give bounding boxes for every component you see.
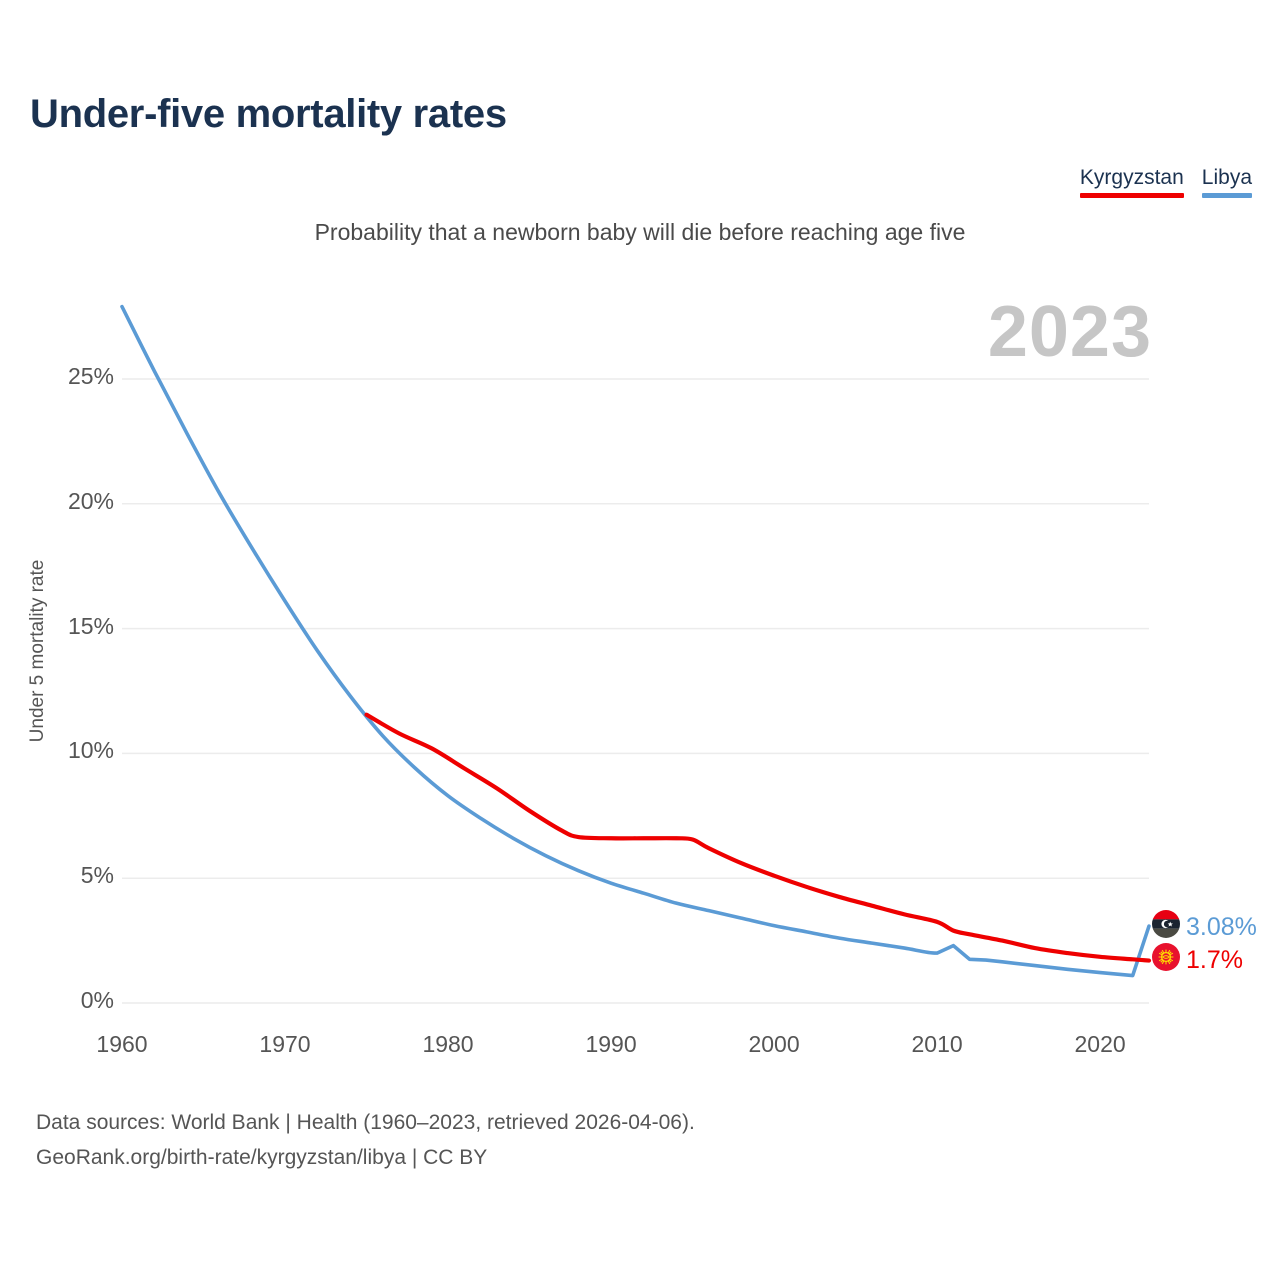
y-axis-tick-label: 15%: [67, 612, 114, 639]
x-axis-tick-label: 1960: [96, 1031, 148, 1057]
legend-label-kyrgyzstan: Kyrgyzstan: [1079, 166, 1184, 189]
series-line-libya: [120, 304, 1151, 978]
legend-color-swatch-kyrgyzstan: [1079, 193, 1184, 198]
end-label-libya: 3.08%: [1186, 913, 1257, 941]
footer: Data sources: World Bank | Health (1960–…: [36, 1105, 695, 1175]
series-line-kyrgyzstan: [364, 712, 1152, 963]
x-axis-tick-label: 1980: [422, 1031, 474, 1057]
x-axis-tick-label: 2020: [1074, 1031, 1126, 1057]
x-axis-tick-label: 2010: [911, 1031, 963, 1057]
footer-line-sources: Data sources: World Bank | Health (1960–…: [36, 1111, 695, 1134]
y-axis-tick-label: 20%: [67, 487, 114, 514]
y-axis-tick-label: 25%: [67, 363, 114, 389]
legend-label-libya: Libya: [1201, 166, 1252, 189]
legend-color-swatch-libya: [1201, 193, 1252, 198]
y-axis-tick-label: 5%: [80, 862, 114, 889]
libya-flag-icon: [1152, 910, 1180, 938]
legend-item-libya[interactable]: Libya: [1201, 166, 1252, 198]
year-watermark: 2023: [987, 292, 1152, 372]
x-axis-tick-label: 2000: [748, 1031, 800, 1057]
y-axis-tick-label: 0%: [80, 987, 114, 1013]
chart-legend: Kyrgyzstan Libya: [1079, 166, 1252, 198]
kyrgyzstan-flag-icon: [1152, 943, 1180, 971]
chart-series: [120, 304, 1152, 978]
chart-subtitle: Probability that a newborn baby will die…: [314, 219, 966, 245]
y-axis-tick-label: 10%: [67, 737, 114, 764]
x-axis-tick-label: 1970: [259, 1031, 311, 1057]
legend-item-kyrgyzstan[interactable]: Kyrgyzstan: [1079, 166, 1184, 198]
footer-line-attribution: GeoRank.org/birth-rate/kyrgyzstan/libya …: [36, 1146, 488, 1169]
chart-gridlines: [122, 378, 1149, 1004]
x-axis-tick-label: 1990: [585, 1031, 637, 1057]
page-title: Under-five mortality rates: [30, 92, 507, 136]
end-label-kyrgyzstan: 1.7%: [1186, 946, 1243, 974]
